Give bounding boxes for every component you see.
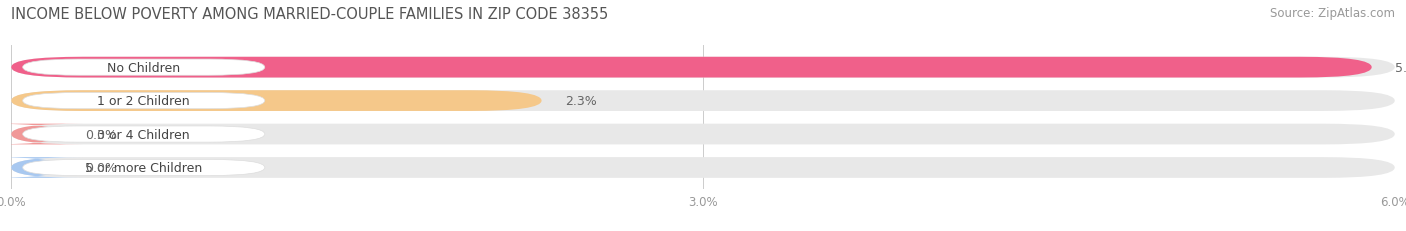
FancyBboxPatch shape [0,124,83,145]
FancyBboxPatch shape [11,124,1395,145]
Text: 3 or 4 Children: 3 or 4 Children [97,128,190,141]
FancyBboxPatch shape [11,58,1395,78]
FancyBboxPatch shape [22,160,264,176]
Text: 0.0%: 0.0% [84,161,117,174]
FancyBboxPatch shape [11,91,541,112]
FancyBboxPatch shape [0,158,83,178]
FancyBboxPatch shape [22,60,264,76]
FancyBboxPatch shape [11,158,1395,178]
Text: Source: ZipAtlas.com: Source: ZipAtlas.com [1270,7,1395,20]
FancyBboxPatch shape [11,58,1372,78]
Text: 0.0%: 0.0% [84,128,117,141]
Text: INCOME BELOW POVERTY AMONG MARRIED-COUPLE FAMILIES IN ZIP CODE 38355: INCOME BELOW POVERTY AMONG MARRIED-COUPL… [11,7,609,22]
Text: 2.3%: 2.3% [565,95,596,108]
FancyBboxPatch shape [22,126,264,143]
FancyBboxPatch shape [22,93,264,109]
Text: 5.9%: 5.9% [1395,61,1406,74]
Text: No Children: No Children [107,61,180,74]
Text: 5 or more Children: 5 or more Children [86,161,202,174]
Text: 1 or 2 Children: 1 or 2 Children [97,95,190,108]
FancyBboxPatch shape [11,91,1395,112]
